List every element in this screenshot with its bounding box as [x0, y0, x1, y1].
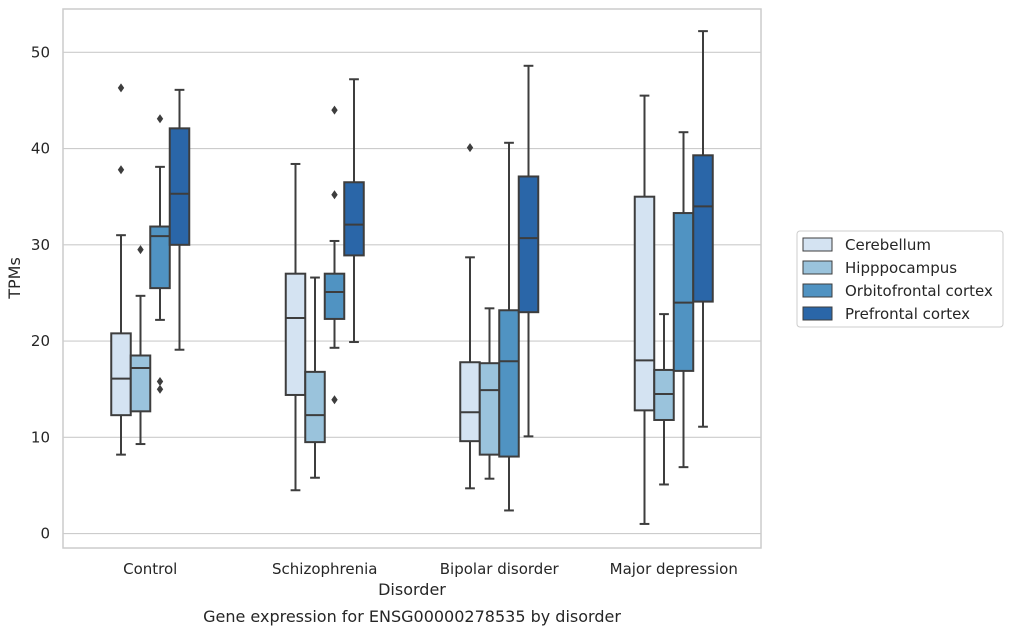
box-body — [149, 225, 171, 290]
box-body — [343, 181, 365, 257]
outlier-marker — [466, 143, 474, 153]
box-series — [110, 30, 714, 525]
legend-label-cerebellum: Cerebellum — [845, 236, 931, 254]
x-tick-label: Control — [123, 560, 177, 578]
box-hipppocampus — [129, 245, 152, 446]
legend-frame — [796, 230, 1004, 328]
y-tick-label: 50 — [31, 43, 50, 61]
box-body — [129, 354, 152, 413]
x-tick-label: Major depression — [610, 560, 738, 578]
box-hipppocampus — [478, 307, 501, 480]
box-body — [459, 361, 481, 443]
chart-caption: Gene expression for ENSG00000278535 by d… — [203, 607, 621, 626]
box-body — [498, 309, 520, 458]
box-cerebellum — [110, 83, 132, 456]
outlier-marker — [117, 165, 125, 175]
outlier-marker — [331, 105, 338, 115]
box-cerebellum — [459, 143, 481, 490]
legend-label-hippocampus: Hipppocampus — [845, 259, 957, 277]
box-cerebellum — [633, 94, 656, 525]
box-prefrontal-cortex — [168, 88, 191, 351]
outlier-marker — [156, 384, 164, 394]
x-axis-label: Disorder — [378, 580, 446, 599]
outlier-marker — [156, 376, 164, 386]
y-tick-labels: 0 10 20 30 40 50 — [31, 43, 50, 542]
box-body — [168, 127, 191, 246]
box-body — [284, 272, 307, 396]
box-orbitofrontal-cortex — [498, 141, 520, 512]
outlier-marker — [331, 395, 338, 405]
box-cerebellum — [284, 162, 307, 492]
legend: Cerebellum Hipppocampus Orbitofrontal co… — [796, 230, 1004, 328]
legend-swatch-prefrontal — [802, 306, 833, 321]
y-tick-label: 20 — [31, 332, 50, 350]
y-axis-label: TPMs — [5, 257, 24, 300]
y-tick-label: 10 — [31, 428, 50, 446]
outlier-marker — [137, 245, 144, 255]
outlier-marker — [117, 83, 125, 93]
legend-label-prefrontal: Prefrontal cortex — [845, 305, 970, 323]
box-body — [478, 362, 501, 456]
legend-label-orbitofrontal: Orbitofrontal cortex — [845, 282, 993, 300]
box-orbitofrontal-cortex — [323, 105, 346, 405]
x-tick-label: Bipolar disorder — [440, 560, 560, 578]
box-prefrontal-cortex — [517, 64, 540, 438]
outlier-marker — [331, 190, 338, 200]
outlier-marker — [156, 114, 164, 124]
box-body — [672, 212, 695, 372]
x-tick-labels: Control Schizophrenia Bipolar disorder Majo… — [123, 560, 738, 578]
box-prefrontal-cortex — [343, 78, 365, 344]
y-tick-label: 0 — [40, 525, 50, 543]
box-prefrontal-cortex — [692, 30, 714, 428]
plot-area-frame — [62, 8, 762, 549]
box-body — [633, 195, 656, 412]
box-orbitofrontal-cortex — [672, 131, 695, 469]
box-hipppocampus — [653, 313, 675, 486]
box-body — [692, 154, 714, 303]
legend-swatch-cerebellum — [802, 237, 833, 252]
box-orbitofrontal-cortex — [149, 114, 171, 394]
box-body — [110, 332, 132, 417]
box-body — [323, 272, 346, 320]
box-body — [304, 370, 326, 444]
y-tick-label: 30 — [31, 236, 50, 254]
y-tick-label: 40 — [31, 140, 50, 158]
box-hipppocampus — [304, 276, 326, 479]
gridlines — [63, 51, 761, 535]
box-body — [517, 175, 540, 314]
legend-swatch-orbitofrontal — [802, 283, 833, 298]
x-tick-label: Schizophrenia — [272, 560, 377, 578]
legend-swatch-hippocampus — [802, 260, 833, 275]
